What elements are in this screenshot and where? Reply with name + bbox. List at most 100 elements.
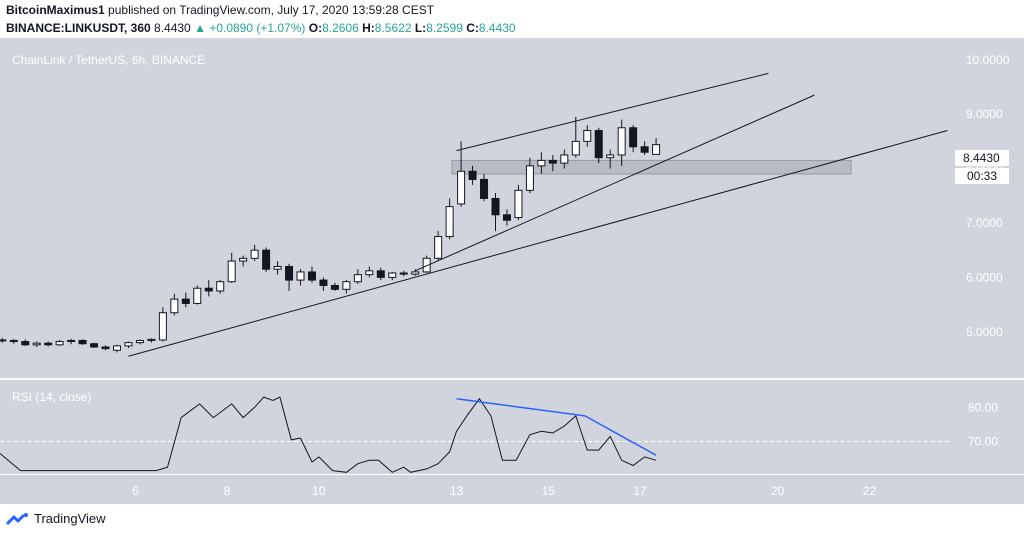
candle-body[interactable] <box>399 272 408 275</box>
open-label: O: <box>308 21 323 35</box>
candle-body[interactable] <box>227 260 236 283</box>
candle-body[interactable] <box>181 298 190 304</box>
candle-body[interactable] <box>193 287 202 304</box>
axis-corner <box>952 475 1024 504</box>
trendline[interactable] <box>415 94 815 272</box>
candle-body[interactable] <box>204 287 213 292</box>
candle-body[interactable] <box>411 271 420 275</box>
candle-body[interactable] <box>652 144 661 155</box>
candle-body[interactable] <box>583 129 592 142</box>
candle-body[interactable] <box>32 342 41 346</box>
symbol-info: BINANCE:LINKUSDT, 360 8.4430 ▲ +0.0890 (… <box>6 21 516 35</box>
high-label: H: <box>362 21 375 35</box>
price-tick-label: 6.0000 <box>966 270 1003 284</box>
candle-body[interactable] <box>170 298 179 314</box>
brand-name[interactable]: TradingView <box>34 511 106 526</box>
candle-body[interactable] <box>250 249 259 259</box>
rsi-tick-label: 80.00 <box>968 400 998 414</box>
candle-body[interactable] <box>502 214 511 221</box>
tradingview-logo-icon[interactable] <box>6 512 30 526</box>
candle-body[interactable] <box>216 281 225 292</box>
candle-body[interactable] <box>262 249 271 270</box>
published-text: published on TradingView.com, July 17, 2… <box>108 3 435 17</box>
rsi-pane[interactable] <box>0 380 952 474</box>
candle-body[interactable] <box>388 272 397 278</box>
candle-body[interactable] <box>342 281 351 290</box>
rsi-divergence-line[interactable] <box>456 398 586 417</box>
trendline[interactable] <box>128 129 948 357</box>
rsi-title: RSI (14, close) <box>12 390 91 404</box>
candle-body[interactable] <box>21 341 30 346</box>
candle-body[interactable] <box>285 265 294 281</box>
candle-body[interactable] <box>273 265 282 270</box>
time-tick-label: 13 <box>450 484 464 498</box>
candle-body[interactable] <box>67 339 76 343</box>
candle-body[interactable] <box>307 271 316 281</box>
price-tick-label: 7.0000 <box>966 216 1003 230</box>
candle-body[interactable] <box>606 154 615 159</box>
candle-body[interactable] <box>124 342 133 347</box>
time-axis[interactable] <box>0 475 952 504</box>
candle-body[interactable] <box>135 339 144 344</box>
low-label: L: <box>414 21 427 35</box>
price-pane[interactable] <box>0 38 952 378</box>
rsi-divergence-line[interactable] <box>584 415 657 456</box>
candle-body[interactable] <box>158 312 167 341</box>
time-tick-label: 6 <box>132 484 139 498</box>
candle-body[interactable] <box>629 127 638 148</box>
candle-body[interactable] <box>434 236 443 259</box>
candle-body[interactable] <box>376 270 385 278</box>
candle-body[interactable] <box>617 127 626 156</box>
low-value: 8.2599 <box>426 21 463 35</box>
candle-body[interactable] <box>0 339 7 342</box>
candle-body[interactable] <box>101 346 110 350</box>
candle-body[interactable] <box>147 338 156 341</box>
candle-body[interactable] <box>514 189 523 219</box>
candle-body[interactable] <box>537 159 546 167</box>
candle-body[interactable] <box>422 257 431 273</box>
close-value: 8.4430 <box>478 21 516 35</box>
candle-body[interactable] <box>468 170 477 180</box>
candle-body[interactable] <box>44 342 53 346</box>
rsi-axis[interactable] <box>952 380 1024 474</box>
candle-body[interactable] <box>55 341 64 346</box>
open-value: 8.2606 <box>322 21 359 35</box>
time-tick-label: 22 <box>863 484 877 498</box>
close-label: C: <box>466 21 479 35</box>
candle-body[interactable] <box>640 146 649 153</box>
price-change: +0.0890 (+1.07%) <box>209 21 306 35</box>
candle-body[interactable] <box>525 165 534 191</box>
time-tick-label: 20 <box>771 484 785 498</box>
candle-body[interactable] <box>560 154 569 164</box>
candle-body[interactable] <box>548 159 557 164</box>
price-tick-label: 5.0000 <box>966 325 1003 339</box>
candle-body[interactable] <box>296 271 305 281</box>
high-value: 8.5622 <box>374 21 412 35</box>
candle-body[interactable] <box>319 279 328 287</box>
time-tick-label: 15 <box>542 484 556 498</box>
candle-body[interactable] <box>239 257 248 262</box>
trendline[interactable] <box>456 72 769 152</box>
candle-body[interactable] <box>445 206 454 238</box>
rsi-tick-label: 70.00 <box>968 435 998 449</box>
candle-body[interactable] <box>594 129 603 159</box>
candle-body[interactable] <box>9 339 18 343</box>
author-name[interactable]: BitcoinMaximus1 <box>6 3 105 17</box>
chart-title: ChainLink / TetherUS, 6h, BINANCE <box>12 53 205 67</box>
candle-body[interactable] <box>112 345 121 351</box>
price-tick-label: 9.0000 <box>966 107 1003 121</box>
last-price: 8.4430 <box>154 21 191 35</box>
footer: TradingView <box>6 511 106 526</box>
candle-body[interactable] <box>330 285 339 290</box>
rsi-line[interactable] <box>0 396 657 473</box>
candle-body[interactable] <box>480 178 489 199</box>
candle-body[interactable] <box>90 343 99 348</box>
candle-body[interactable] <box>365 270 374 276</box>
candle-body[interactable] <box>353 274 362 283</box>
candle-body[interactable] <box>571 140 580 156</box>
price-axis[interactable] <box>952 38 1024 378</box>
candle-body[interactable] <box>78 339 87 345</box>
chart-area[interactable]: 10.00009.00008.00007.00006.00005.000080.… <box>0 38 1024 506</box>
candle-body[interactable] <box>457 170 466 205</box>
candle-body[interactable] <box>491 197 500 216</box>
